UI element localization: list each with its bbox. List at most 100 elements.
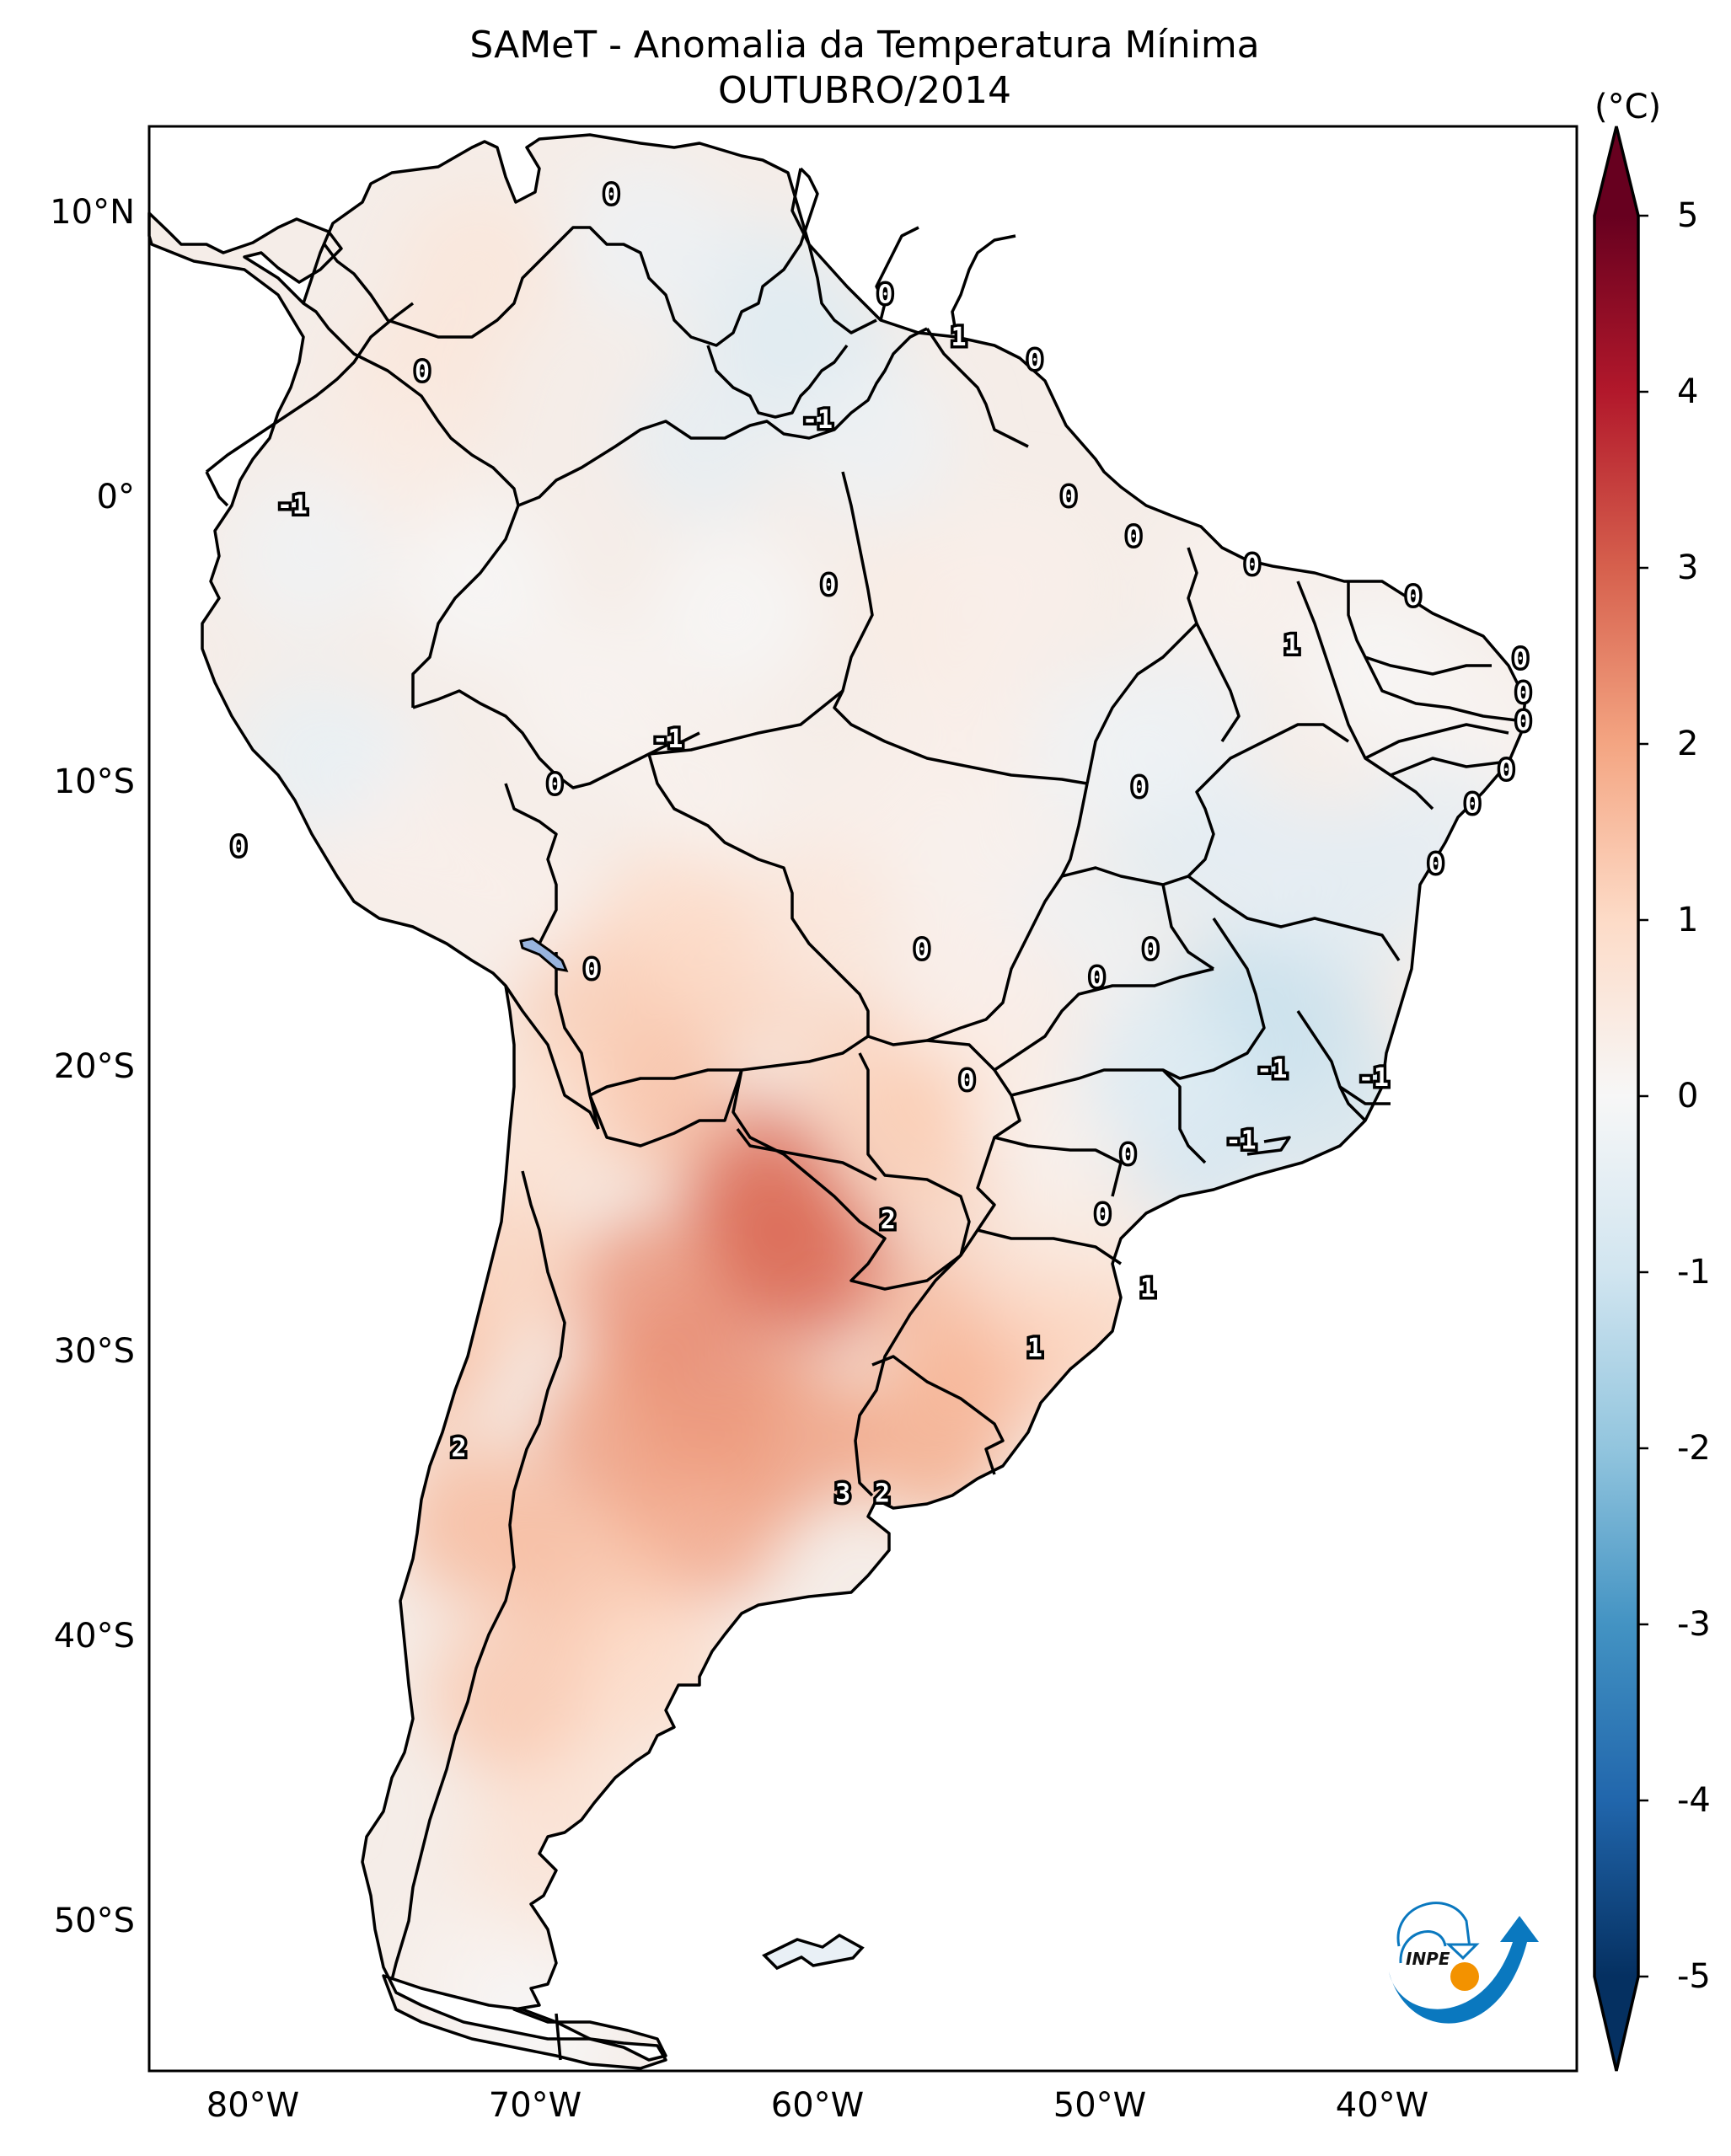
anomaly-sample (794, 360, 954, 521)
contour-label: 0 (821, 570, 836, 600)
anomaly-sample (624, 360, 785, 521)
border-colombia-venezuela (323, 167, 819, 347)
border-brazil-state (1364, 723, 1509, 760)
country-borders (147, 133, 1527, 2070)
anomaly-sample (399, 189, 559, 350)
border-bolivia-argentina (588, 1069, 743, 1148)
border-brazil-state (1162, 918, 1266, 1080)
border-brazil-state (833, 471, 1088, 785)
contour-label: 1 (1027, 1334, 1042, 1363)
border-ecuador-peru (205, 302, 415, 473)
border-guyana-suriname (875, 226, 919, 321)
border-brazil-state (925, 328, 1029, 448)
border-brazil-parana-sc (977, 1228, 1122, 1265)
contour-label: 0 (914, 935, 930, 965)
colorbar-body (1594, 216, 1638, 1977)
contour-label: 0 (1406, 582, 1421, 612)
contour-label: 0 (1090, 964, 1105, 993)
coastline (147, 133, 1527, 2062)
border-argentina-uruguay-brazil (854, 1254, 962, 1497)
border-peru-bolivia (504, 783, 558, 944)
border-guyana-venezuela (790, 168, 811, 245)
anomaly-field (229, 160, 1525, 2068)
contour-label: 1 (951, 323, 966, 352)
contour-label: 0 (1428, 850, 1444, 880)
contour-label: 0 (1515, 708, 1530, 737)
longitude-tick-label: 60°W (770, 2086, 865, 2125)
contour-label: 3 (835, 1479, 850, 1509)
contour-label: 0 (1095, 1200, 1110, 1229)
contour-label: 2 (881, 1206, 896, 1235)
tierra-del-fuego-outline (382, 1974, 667, 2070)
anomaly-sample (1020, 673, 1180, 834)
contour-label: 0 (1143, 935, 1158, 965)
border-chile-argentina (390, 1170, 566, 1981)
colorbar-tick-label: 4 (1677, 372, 1699, 411)
colorbar-tick-label: -3 (1677, 1605, 1711, 1644)
colorbar-tick-label: -4 (1677, 1781, 1711, 1820)
contour-label: 0 (415, 357, 430, 387)
border-brazil-state (1195, 623, 1241, 742)
contour-label: 0 (877, 281, 892, 310)
contour-label: 0 (1132, 773, 1147, 802)
contour-label: -1 (277, 491, 308, 521)
colorbar-tick-label: -5 (1677, 1957, 1711, 1996)
latitude-tick-label: 10°N (50, 193, 135, 232)
border-colombia-ecuador-peru (303, 302, 520, 506)
contour-label: 0 (960, 1066, 975, 1095)
border-brazil-state (1085, 547, 1198, 784)
border-brazil-north (517, 327, 928, 507)
contour-label: 0 (1513, 645, 1528, 674)
anomaly-sample (737, 844, 898, 1004)
contour-label: 0 (1515, 679, 1530, 709)
colorbar (1593, 126, 1648, 2072)
border-paraguay (732, 1052, 971, 1291)
contour-label: 0 (603, 180, 619, 210)
map-title: SAMeT - Anomalia da Temperatura Mínima (469, 24, 1260, 67)
border-brazil-venezuela (706, 344, 849, 419)
longitude-tick-label: 40°W (1335, 2086, 1429, 2125)
colorbar-tick-label: 2 (1677, 725, 1699, 763)
border-brazil-state (994, 967, 1214, 1072)
longitude-tick-label: 70°W (488, 2086, 582, 2125)
anomaly-sample (652, 531, 813, 692)
latitude-tick-label: 0° (96, 478, 135, 516)
contour-label: 0 (584, 955, 599, 985)
anomaly-sample (426, 1613, 587, 1773)
border-brazil-state (1296, 1010, 1367, 1122)
contour-label: -1 (802, 405, 833, 435)
contour-label: 0 (547, 770, 562, 800)
colorbar-tick-label: 1 (1677, 901, 1699, 939)
anomaly-sample (709, 1356, 870, 1517)
anomaly-sample (426, 816, 587, 976)
contour-label: -1 (1225, 1126, 1256, 1155)
border-brazil-misiones (994, 1136, 1123, 1197)
colorbar-extend-min (1594, 1977, 1638, 2071)
colorbar-tick-label: 5 (1677, 196, 1699, 235)
border-brazil-state (1161, 884, 1214, 971)
anomaly-sample (568, 160, 728, 321)
border-brazil-state (926, 783, 1089, 1042)
logo-sun-icon (1450, 1962, 1479, 1991)
border-brazil-state (1187, 875, 1401, 961)
border-brazil-state (1061, 723, 1349, 886)
anomaly-sample (568, 1214, 728, 1375)
anomaly-sample (624, 702, 785, 862)
border-brazil-state (1390, 757, 1501, 777)
latitude-tick-label: 10°S (53, 762, 135, 801)
latitude-tick-label: 20°S (53, 1047, 135, 1086)
border-brazil-state (1010, 1068, 1207, 1164)
anomaly-sample (399, 1442, 559, 1602)
contour-label: 0 (1027, 345, 1042, 375)
border-guyana-brazil (807, 243, 877, 334)
border-brazil-state (1364, 656, 1518, 722)
contour-label: 0 (1465, 790, 1480, 820)
logo-arrow-up-icon (1389, 1916, 1539, 2024)
border-chile-argentina-tdf (555, 2013, 562, 2061)
border-brazil-state (1246, 1136, 1291, 1156)
falkland-islands (762, 1933, 865, 1971)
latitude-tick-label: 50°S (53, 1902, 135, 1940)
colorbar-unit-label: (°C) (1594, 88, 1662, 126)
